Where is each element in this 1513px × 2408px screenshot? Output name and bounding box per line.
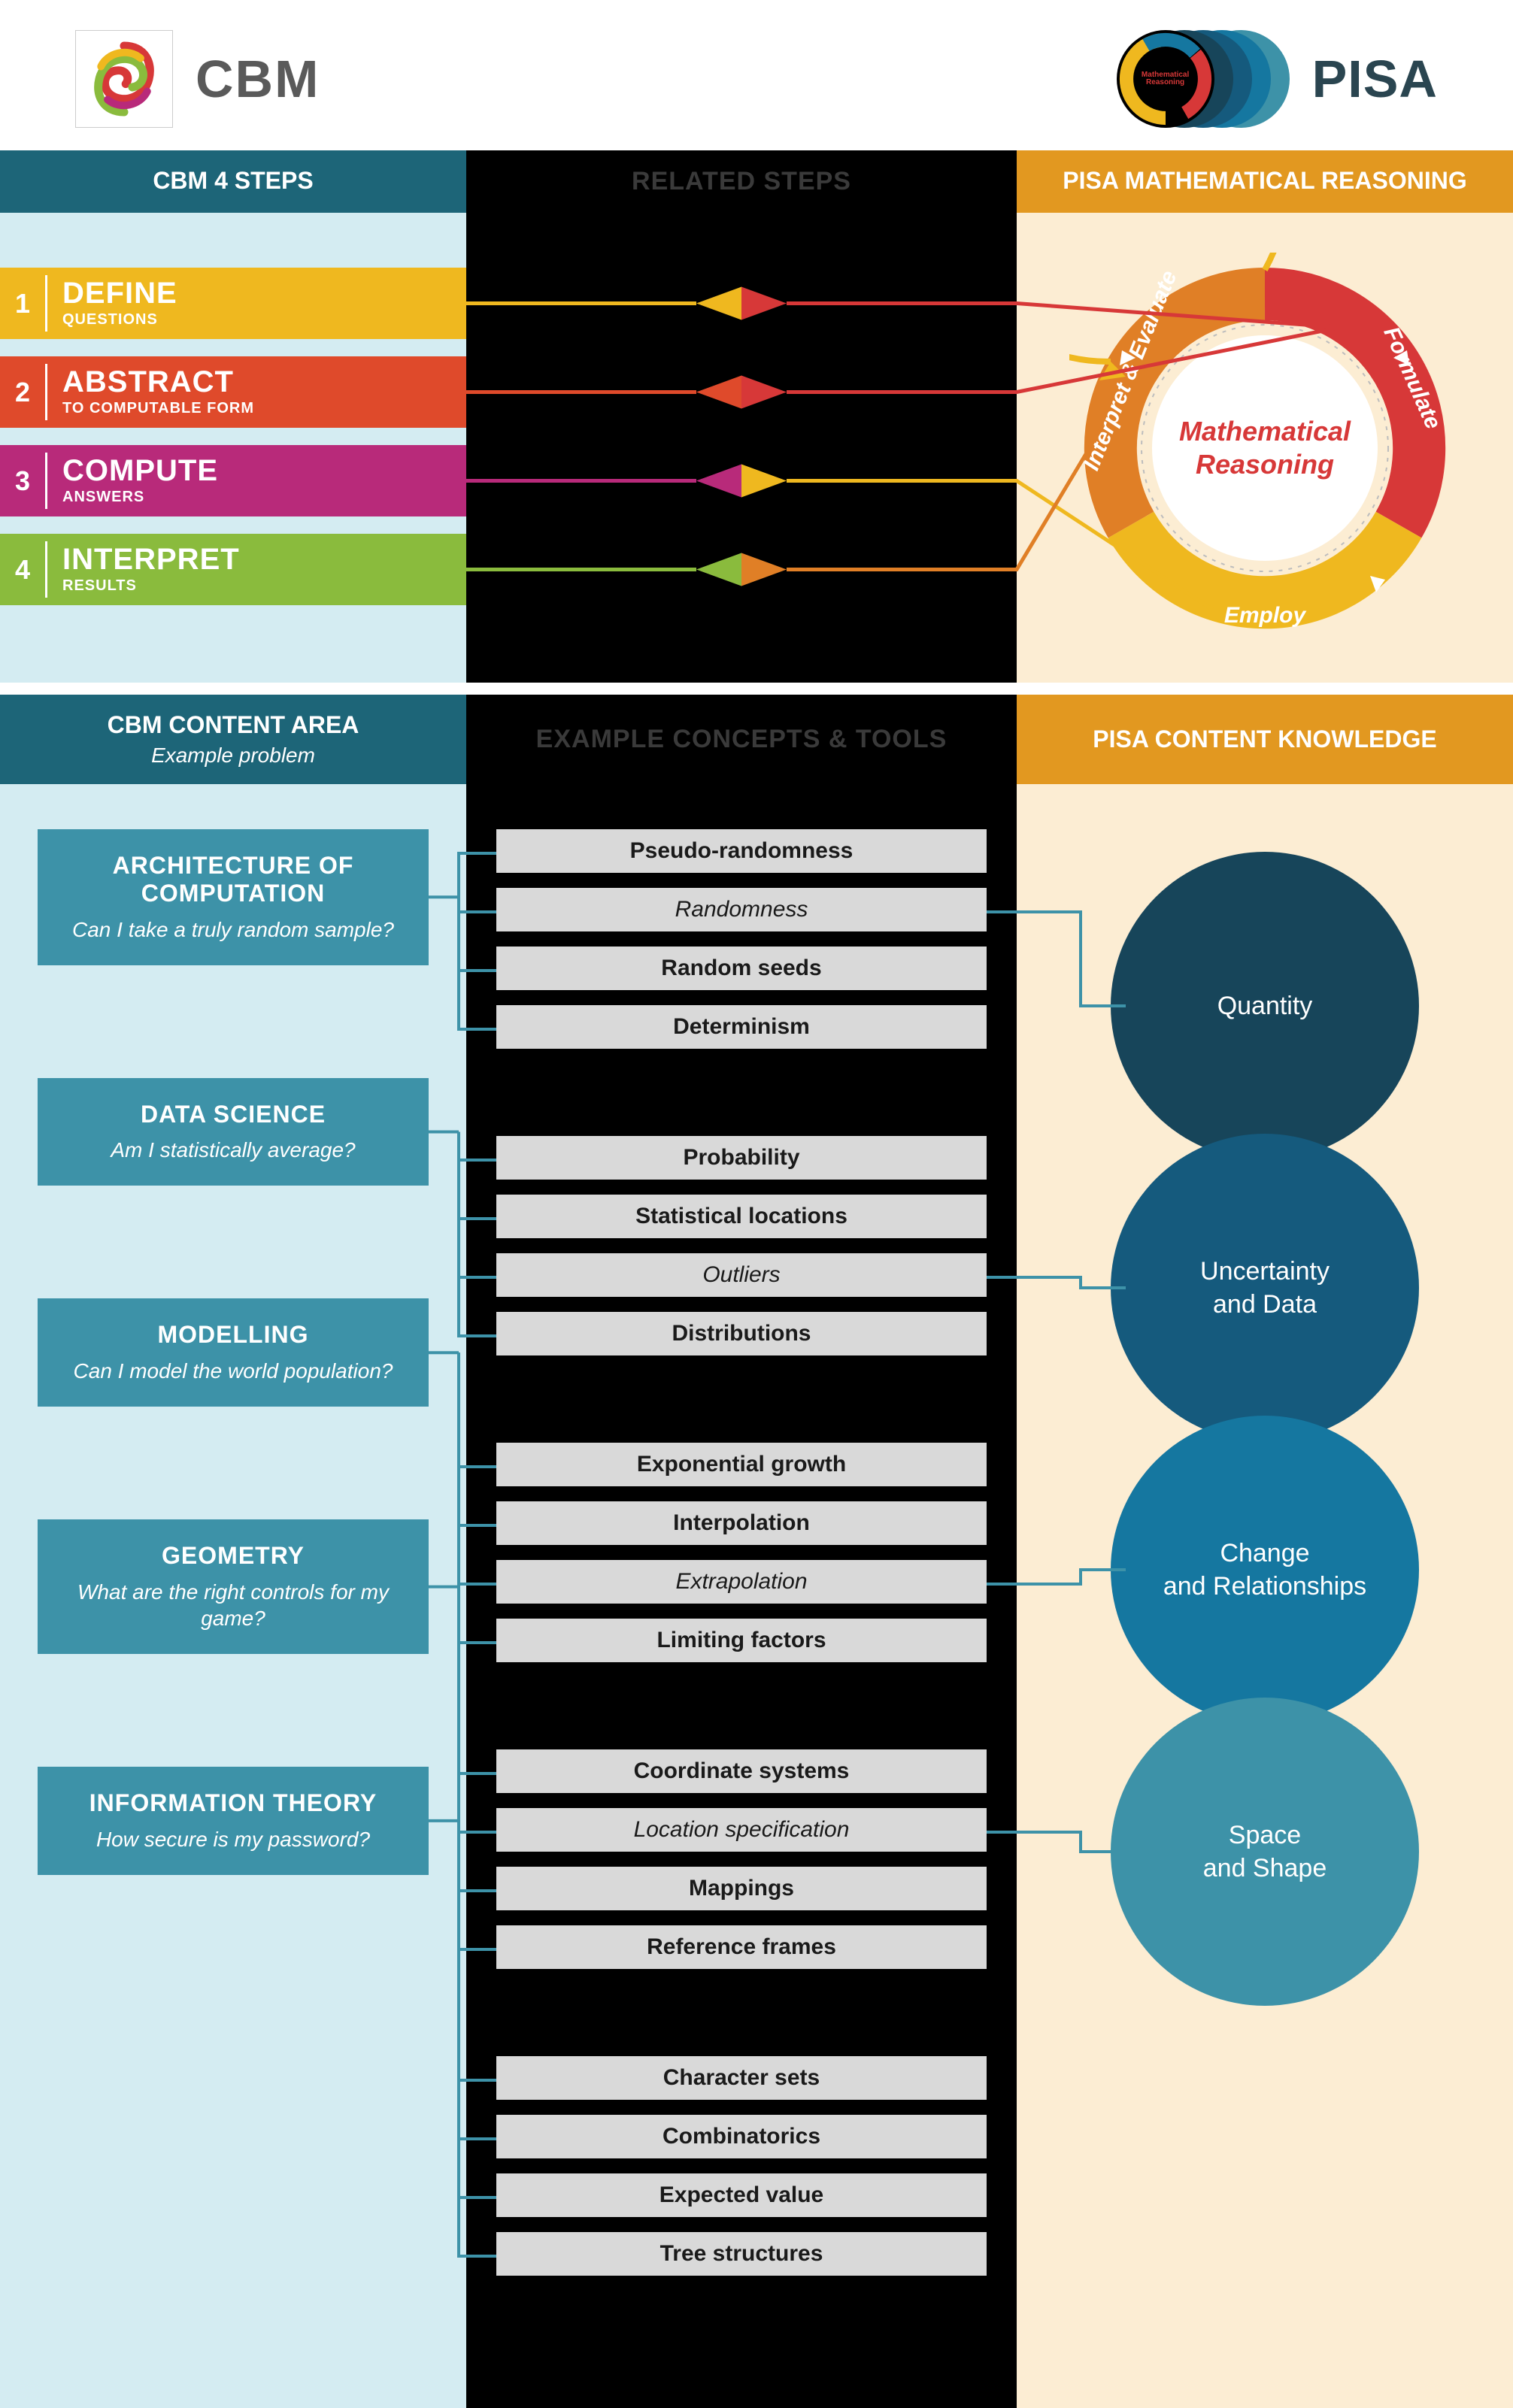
card-title: DATA SCIENCE: [59, 1101, 408, 1128]
concept-item: Character sets: [496, 2056, 987, 2104]
concept-group: Character sets Combinatorics Expected valu…: [496, 2056, 987, 2280]
concept-item: Pseudo-randomness: [496, 829, 987, 877]
pisa-content-circle: Space and Shape: [1111, 1698, 1419, 2006]
card-question: What are the right controls for my game?: [59, 1579, 408, 1631]
concept-item: Exponential growth: [496, 1443, 987, 1491]
concept-item: Interpolation: [496, 1501, 987, 1549]
cbm-logo-text: CBM: [196, 49, 320, 109]
pisa-logo-icon: Mathematical Reasoning: [1117, 30, 1290, 128]
step-title: ABSTRACT: [62, 367, 451, 397]
step-subtitle: TO COMPUTABLE FORM: [62, 400, 451, 417]
step-title: DEFINE: [62, 278, 451, 308]
cbm-logo-icon: [75, 30, 173, 128]
concept-item: Random seeds: [496, 947, 987, 995]
cbm-logo-block: CBM: [75, 30, 320, 128]
step-number: 4: [0, 534, 45, 605]
card-question: Am I statistically average?: [59, 1137, 408, 1163]
pisa-circles-panel: QuantityUncertainty and DataChange and R…: [1017, 784, 1513, 2408]
step-body: ABSTRACT TO COMPUTABLE FORM: [47, 356, 466, 428]
steps-connector-area: [466, 213, 1017, 683]
concept-item: Extrapolation: [496, 1560, 987, 1608]
cbm-content-card: ARCHITECTURE OF COMPUTATION Can I take a…: [38, 829, 429, 965]
pisa-logo-block: Mathematical Reasoning PISA: [1117, 30, 1438, 128]
section-divider: [0, 683, 1513, 695]
card-question: How secure is my password?: [59, 1826, 408, 1852]
card-title: ARCHITECTURE OF COMPUTATION: [59, 852, 408, 907]
concept-item: Mappings: [496, 1867, 987, 1915]
related-steps-header: RELATED STEPS: [466, 150, 1017, 213]
step-number: 3: [0, 445, 45, 516]
cbm-step-2: 2 ABSTRACT TO COMPUTABLE FORM: [0, 356, 466, 428]
concept-item: Combinatorics: [496, 2115, 987, 2163]
step-body: COMPUTE ANSWERS: [47, 445, 466, 516]
concept-group: Exponential growth Interpolation Extrapola…: [496, 1443, 987, 1667]
concepts-panel: Pseudo-randomness Randomness Random seeds D…: [466, 784, 1017, 2408]
pisa-reasoning-panel: Mathematical Reasoning Formulate Employ …: [1017, 213, 1513, 683]
step-body: DEFINE QUESTIONS: [47, 268, 466, 339]
concept-item: Randomness: [496, 888, 987, 936]
concept-item: Tree structures: [496, 2232, 987, 2280]
step-title: COMPUTE: [62, 456, 451, 486]
pisa-content-header: PISA CONTENT KNOWLEDGE: [1017, 695, 1513, 784]
cbm-content-header: CBM CONTENT AREA Example problem: [0, 695, 466, 784]
reasoning-circle-diagram: Mathematical Reasoning Formulate Employ …: [1069, 253, 1460, 644]
step-subtitle: QUESTIONS: [62, 311, 451, 329]
cbm-content-card: INFORMATION THEORY How secure is my pass…: [38, 1767, 429, 1875]
arc-label-employ: Employ: [1224, 603, 1305, 629]
cbm-steps-header: CBM 4 STEPS: [0, 150, 466, 213]
concept-group: Pseudo-randomness Randomness Random seeds D…: [496, 829, 987, 1053]
card-title: MODELLING: [59, 1321, 408, 1349]
concept-group: Coordinate systems Location specification…: [496, 1749, 987, 1973]
concept-item: Expected value: [496, 2173, 987, 2222]
card-question: Can I take a truly random sample?: [59, 916, 408, 943]
concept-item: Probability: [496, 1136, 987, 1184]
cbm-content-card: MODELLING Can I model the world populati…: [38, 1298, 429, 1407]
cbm-step-3: 3 COMPUTE ANSWERS: [0, 445, 466, 516]
pisa-reasoning-header: PISA MATHEMATICAL REASONING: [1017, 150, 1513, 213]
cbm-step-4: 4 INTERPRET RESULTS: [0, 534, 466, 605]
card-title: GEOMETRY: [59, 1542, 408, 1570]
concept-item: Limiting factors: [496, 1619, 987, 1667]
cbm-content-card: DATA SCIENCE Am I statistically average?: [38, 1078, 429, 1186]
pisa-content-circle: Quantity: [1111, 852, 1419, 1160]
example-concepts-header: EXAMPLE CONCEPTS & TOOLS: [466, 708, 1017, 771]
cbm-content-card: GEOMETRY What are the right controls for…: [38, 1519, 429, 1654]
step-number: 2: [0, 356, 45, 428]
cbm-cards-panel: ARCHITECTURE OF COMPUTATION Can I take a…: [0, 784, 466, 2408]
section-content: CBM CONTENT AREA Example problem EXAMPLE…: [0, 695, 1513, 2408]
concept-group: Probability Statistical locations Outliers…: [496, 1136, 987, 1360]
reasoning-center-text: Mathematical Reasoning: [1152, 335, 1378, 561]
concept-item: Coordinate systems: [496, 1749, 987, 1798]
concept-item: Statistical locations: [496, 1195, 987, 1243]
cbm-steps-panel: 1 DEFINE QUESTIONS 2 ABSTRACT TO COMPUTA…: [0, 213, 466, 683]
step-title: INTERPRET: [62, 544, 451, 574]
pisa-content-circle: Uncertainty and Data: [1111, 1134, 1419, 1442]
concept-item: Reference frames: [496, 1925, 987, 1973]
step-body: INTERPRET RESULTS: [47, 534, 466, 605]
concept-item: Determinism: [496, 1005, 987, 1053]
step-subtitle: ANSWERS: [62, 489, 451, 506]
card-title: INFORMATION THEORY: [59, 1789, 408, 1817]
pisa-content-circle: Change and Relationships: [1111, 1416, 1419, 1724]
step-subtitle: RESULTS: [62, 577, 451, 595]
concept-item: Outliers: [496, 1253, 987, 1301]
top-logo-bar: CBM Mathematical Reasoning PISA: [0, 0, 1513, 150]
card-question: Can I model the world population?: [59, 1358, 408, 1384]
step-number: 1: [0, 268, 45, 339]
section-steps: CBM 4 STEPS RELATED STEPS PISA MATHEMATI…: [0, 150, 1513, 683]
page-root: CBM Mathematical Reasoning PISA: [0, 0, 1513, 2408]
concept-item: Distributions: [496, 1312, 987, 1360]
concept-item: Location specification: [496, 1808, 987, 1856]
cbm-step-1: 1 DEFINE QUESTIONS: [0, 268, 466, 339]
pisa-logo-text: PISA: [1312, 49, 1438, 109]
